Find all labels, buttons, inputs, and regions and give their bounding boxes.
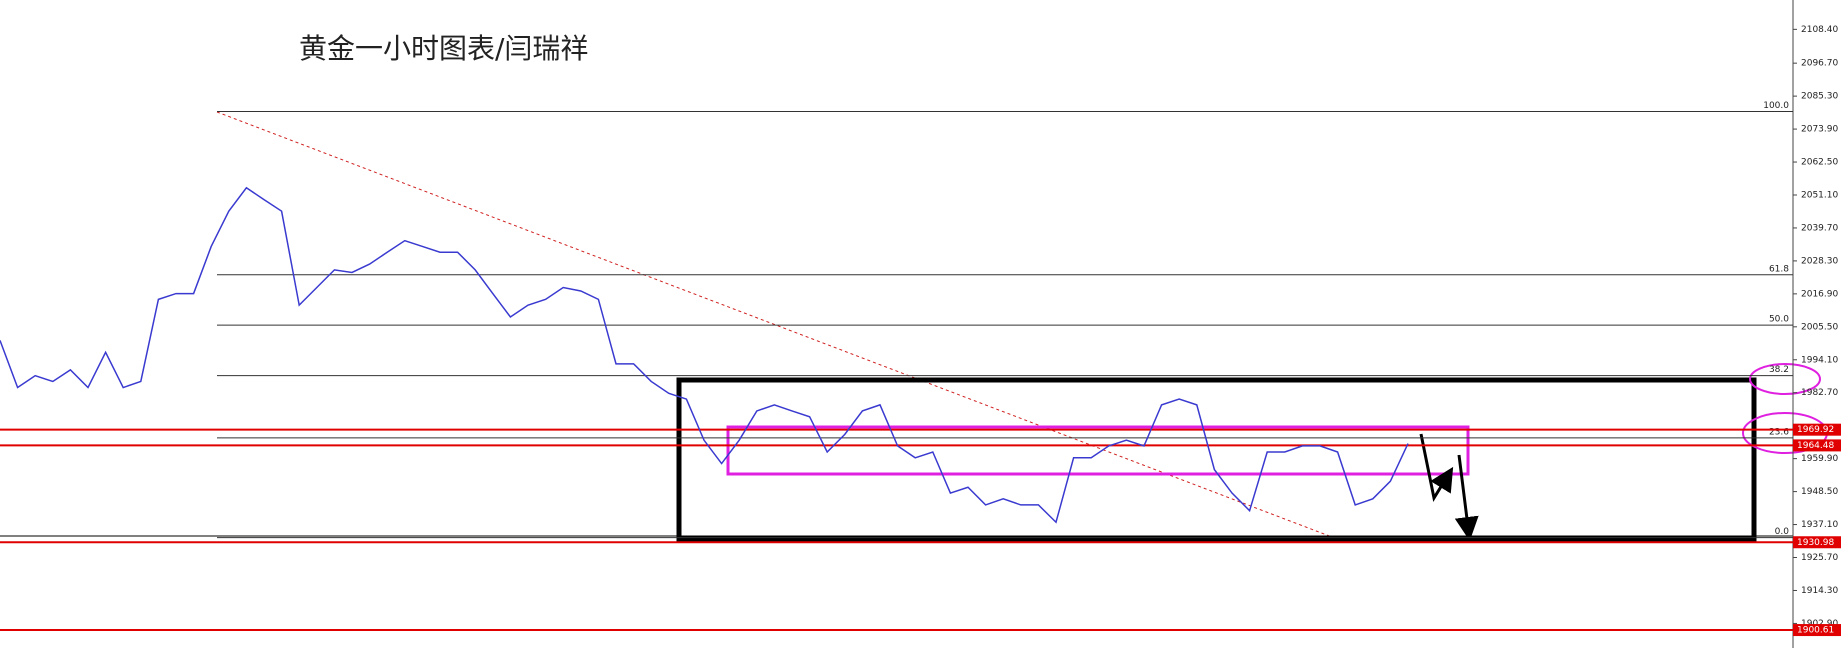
fib-label: 23.6 (1769, 427, 1789, 437)
level-tag (1793, 423, 1841, 436)
y-tick-label: 2005.50 (1801, 322, 1838, 332)
y-tick-label: 1982.70 (1801, 388, 1838, 398)
y-tick-label: 1902.90 (1801, 619, 1838, 629)
level-label: 1964.48 (1797, 441, 1834, 451)
level-label: 1900.61 (1797, 626, 1834, 636)
fib-label: 61.8 (1769, 264, 1789, 274)
level-tag (1793, 536, 1841, 549)
y-tick-label: 2051.10 (1801, 190, 1838, 200)
y-tick-label: 1959.90 (1801, 454, 1838, 464)
y-tick-label: 1914.30 (1801, 586, 1838, 596)
trend-line (216, 111, 1333, 538)
y-tick-label: 2085.30 (1801, 92, 1838, 102)
level-tag (1793, 624, 1841, 637)
fib-label: 0.0 (1775, 527, 1790, 537)
price-line (0, 186, 1409, 524)
highlight (1749, 363, 1821, 395)
fib-label: 50.0 (1769, 315, 1789, 325)
fib-label: 100.0 (1763, 101, 1789, 111)
y-tick-label: 2062.50 (1801, 158, 1838, 168)
y-tick-label: 1925.70 (1801, 553, 1838, 563)
level-label: 1969.92 (1797, 425, 1834, 435)
chart-title: 黄金一小时图表/闫瑞祥 (299, 32, 588, 65)
range-box-inner (726, 425, 1470, 476)
y-tick-label: 1937.10 (1801, 520, 1838, 530)
level-tag (1793, 439, 1841, 452)
arrow (1419, 433, 1454, 503)
range-box (676, 377, 1757, 542)
y-tick-label: 2108.40 (1801, 25, 1838, 35)
fib-label: 38.2 (1769, 365, 1789, 375)
y-tick-label: 2028.30 (1801, 256, 1838, 266)
y-tick-label: 1994.10 (1801, 355, 1838, 365)
y-tick-label: 2039.70 (1801, 223, 1838, 233)
y-tick-label: 2096.70 (1801, 59, 1838, 69)
y-tick-label: 2073.90 (1801, 125, 1838, 135)
y-tick-label: 2016.90 (1801, 289, 1838, 299)
level-label: 1930.98 (1797, 538, 1834, 548)
arrow (1454, 454, 1479, 541)
y-tick-label: 1948.50 (1801, 487, 1838, 497)
